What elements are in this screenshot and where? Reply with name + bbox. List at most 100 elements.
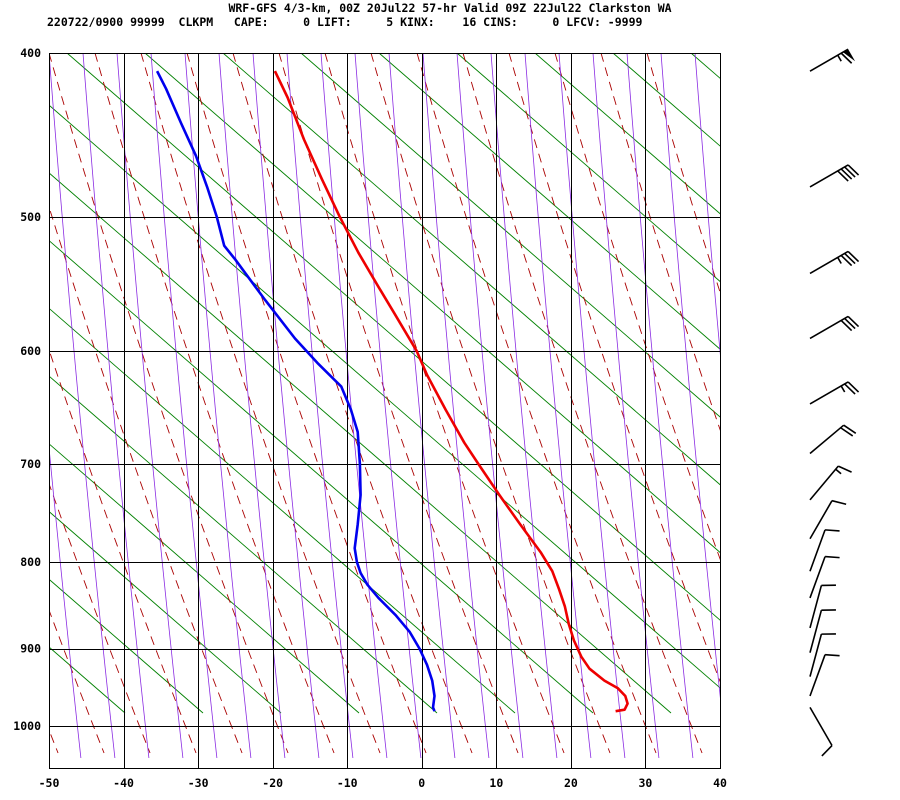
wind-barb-staff: [809, 424, 845, 455]
y-axis-ticks: 400 500 600 700 800 900 1000: [13, 46, 41, 733]
wind-barb-half-feather: [837, 54, 842, 62]
wind-barb-staff: [809, 556, 826, 599]
wind-barb: [809, 555, 840, 599]
wind-barb-half-feather: [837, 257, 842, 264]
x-tick-label: 40: [713, 776, 727, 790]
y-tick-label: 400: [20, 46, 41, 60]
mixing-ratio-line: [49, 578, 204, 714]
moist-adiabat: [286, 53, 354, 759]
wind-barb: [809, 653, 840, 697]
wind-barb-flag: [842, 49, 856, 62]
chart-title: WRF-GFS 4/3-km, 00Z 20Jul22 57-hr Valid …: [228, 1, 672, 15]
moist-adiabat: [694, 53, 720, 356]
x-tick-label: -10: [337, 776, 358, 790]
dry-adiabat: [416, 53, 657, 754]
wind-barb-feather: [831, 499, 847, 505]
moist-adiabat: [865, 53, 900, 758]
moist-adiabat: [150, 53, 218, 759]
dry-adiabat: [508, 53, 720, 683]
wind-barb-feather: [840, 427, 854, 437]
temperature-profile-line: [273, 70, 629, 713]
moist-adiabat: [82, 53, 150, 759]
x-tick-label: -50: [39, 776, 60, 790]
moist-adiabat: [218, 53, 286, 759]
wind-barb-staff: [809, 609, 823, 653]
wind-barb-feather: [843, 424, 857, 434]
x-axis-ticks: -50 -40 -30 -20 -10 0 10 20 30 40: [39, 776, 727, 790]
mixing-ratio-line: [66, 53, 720, 621]
wind-barb-feather: [837, 465, 852, 473]
wind-barb-feather: [840, 52, 853, 64]
wind-barb-staff: [809, 654, 826, 697]
x-tick-label: -20: [262, 776, 283, 790]
mixing-ratio-line: [49, 172, 672, 714]
wind-barb: [809, 48, 856, 72]
wind-barb: [809, 424, 857, 455]
wind-barb: [809, 250, 860, 275]
moist-adiabat: [524, 53, 592, 759]
wind-barb-feather: [824, 653, 840, 657]
wind-barb: [809, 584, 836, 629]
dry-adiabat: [646, 53, 720, 294]
wind-barb-staff: [809, 250, 849, 275]
dry-adiabat: [600, 53, 720, 431]
mixing-ratio-line: [222, 53, 720, 486]
wind-barb-feather: [837, 170, 849, 182]
moist-adiabat: [456, 53, 524, 759]
dewpoint-profile-line: [155, 70, 436, 712]
wind-barb-feather: [847, 250, 860, 263]
wind-barb-feather: [821, 744, 833, 757]
moist-adiabat: [797, 53, 863, 758]
dry-adiabat: [49, 608, 105, 754]
y-tick-label: 1000: [13, 719, 41, 733]
moist-adiabat: [592, 53, 660, 759]
dry-adiabat: [324, 53, 565, 754]
x-tick-label: -30: [188, 776, 209, 790]
x-tick-label: 10: [489, 776, 503, 790]
mixing-ratio-line: [769, 53, 900, 713]
sounding-profiles: [155, 70, 629, 713]
station-indices: 220722/0900 99999 CLKPM CAPE: 0 LIFT: 5 …: [47, 15, 643, 29]
wind-barb-staff: [809, 381, 849, 405]
wind-barb-feather: [847, 315, 860, 328]
wind-barb-feather: [824, 529, 840, 532]
wind-barb-feather: [824, 555, 840, 559]
dry-adiabat: [370, 53, 611, 754]
dry-adiabat: [0, 53, 12, 753]
y-tick-label: 900: [20, 642, 41, 656]
wind-barb: [809, 315, 860, 340]
reference-lines: [0, 53, 900, 768]
moist-adiabat: [490, 53, 558, 759]
moist-adiabat: [422, 53, 490, 759]
wind-barb: [809, 707, 833, 757]
wind-barb-feather: [844, 252, 856, 265]
mixing-ratio-line: [690, 53, 720, 79]
moist-adiabat: [320, 53, 388, 759]
wind-barb: [809, 633, 836, 677]
moist-adiabat: [49, 53, 116, 759]
moist-adiabat: [388, 53, 456, 759]
dry-adiabat: [278, 53, 519, 754]
mixing-ratio-line: [49, 375, 438, 714]
moist-adiabat: [49, 443, 82, 759]
mixing-ratio-line: [456, 53, 720, 282]
y-tick-label: 600: [20, 344, 41, 358]
wind-barb-feather: [840, 319, 853, 332]
moist-adiabat: [763, 53, 829, 758]
dry-adiabat: [232, 53, 473, 754]
wind-barb-feather: [844, 317, 856, 330]
y-tick-label: 500: [20, 210, 41, 224]
x-tick-label: 30: [639, 776, 653, 790]
wind-barb-staff: [809, 633, 823, 677]
mixing-ratio-line: [49, 104, 720, 689]
dry-adiabat: [49, 348, 197, 754]
moist-adiabat: [626, 53, 694, 759]
moist-adiabat: [660, 53, 720, 699]
moist-adiabat: [558, 53, 626, 759]
wind-barb-staff: [809, 585, 823, 629]
wind-barb-feather: [847, 164, 860, 176]
wind-barb: [809, 465, 852, 501]
mixing-ratio-line: [49, 307, 516, 714]
wind-barb: [809, 381, 860, 405]
